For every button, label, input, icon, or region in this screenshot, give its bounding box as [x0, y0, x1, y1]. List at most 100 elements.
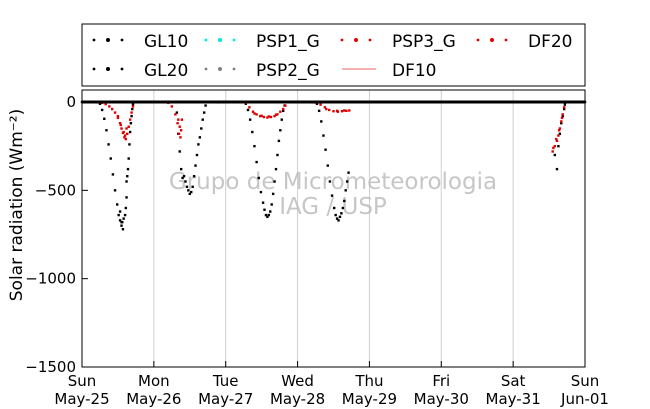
data-point — [255, 160, 258, 164]
data-point — [105, 129, 108, 132]
x-tick-label-day: Sat — [501, 372, 526, 390]
data-point — [180, 118, 184, 121]
data-point — [343, 199, 346, 203]
legend-label: DF10 — [392, 61, 437, 81]
data-point — [125, 196, 128, 199]
data-point — [333, 206, 336, 210]
grid-lines — [153, 90, 514, 367]
data-point — [266, 116, 269, 119]
x-tick-label-date: May-27 — [198, 390, 253, 408]
data-point — [552, 146, 555, 150]
data-point — [274, 113, 278, 116]
data-point — [124, 206, 128, 210]
data-point — [253, 112, 256, 115]
data-point — [266, 215, 269, 219]
legend-dot-marker — [232, 67, 236, 71]
x-tick-label-date: Jun-01 — [560, 390, 609, 408]
data-point — [190, 190, 193, 194]
data-point — [263, 208, 266, 211]
data-point — [551, 150, 554, 153]
legend-dot-marker — [92, 67, 96, 71]
data-point — [279, 129, 282, 132]
data-point — [262, 115, 265, 119]
legend-dot-marker — [120, 38, 124, 42]
data-point — [194, 164, 197, 167]
data-point — [276, 153, 279, 157]
legend-dot-marker — [106, 67, 110, 71]
data-point — [560, 120, 563, 123]
data-point — [201, 118, 204, 121]
data-point — [108, 105, 111, 108]
data-point — [179, 129, 183, 132]
data-point — [267, 115, 271, 118]
data-point — [557, 144, 560, 148]
data-point — [175, 111, 179, 114]
data-point — [251, 110, 255, 113]
data-point — [274, 167, 278, 171]
data-point — [125, 127, 128, 130]
legend-dot-marker — [218, 38, 222, 42]
data-point — [128, 130, 132, 134]
data-point — [202, 111, 206, 114]
data-point — [122, 130, 125, 134]
y-tick-label: −1000 — [25, 270, 76, 288]
data-point — [340, 109, 344, 113]
data-point — [200, 127, 203, 130]
data-point — [118, 210, 122, 213]
data-point — [553, 144, 557, 148]
legend-label: PSP3_G — [392, 32, 456, 52]
data-point — [181, 176, 184, 180]
data-point — [345, 180, 349, 183]
data-point — [317, 109, 321, 113]
legend-label: GL10 — [144, 32, 188, 52]
data-point — [100, 108, 104, 112]
legend-dot-marker — [120, 67, 124, 71]
legend-dot-marker — [204, 67, 208, 71]
data-point — [560, 122, 563, 125]
data-point — [282, 107, 285, 111]
data-point — [270, 203, 273, 206]
y-tick-label: −500 — [35, 181, 76, 199]
data-point — [279, 110, 282, 113]
data-point — [170, 105, 174, 108]
data-point — [248, 118, 252, 121]
x-tick-label-date: May-30 — [414, 390, 469, 408]
data-point — [120, 224, 123, 227]
data-point — [341, 206, 345, 210]
data-point — [248, 106, 251, 109]
data-point — [98, 102, 102, 105]
data-point — [178, 150, 181, 153]
x-tick-label-date: May-26 — [126, 390, 181, 408]
x-tick-label-date: May-29 — [342, 390, 397, 408]
data-point — [261, 201, 265, 204]
legend-dot-marker — [504, 38, 508, 42]
data-point — [177, 132, 181, 135]
data-point — [253, 144, 256, 148]
data-point — [280, 118, 283, 121]
x-tick-label-date: May-31 — [486, 390, 541, 408]
data-point — [192, 175, 196, 178]
data-point — [344, 189, 347, 192]
data-point — [558, 127, 562, 130]
legend-dot-marker — [218, 67, 222, 71]
data-point — [178, 125, 181, 128]
x-tick-label-day: Mon — [138, 372, 170, 390]
data-point — [276, 113, 279, 116]
data-point — [320, 120, 323, 123]
data-point — [323, 106, 327, 109]
data-point — [182, 175, 186, 178]
x-tick-label-day: Sun — [68, 372, 97, 390]
data-point — [121, 228, 125, 231]
data-point — [191, 185, 194, 188]
data-point — [127, 157, 130, 160]
data-point — [560, 116, 564, 120]
data-point — [335, 109, 339, 113]
data-point — [122, 217, 125, 220]
data-point — [326, 164, 329, 167]
data-point — [255, 113, 258, 116]
data-point — [267, 213, 271, 217]
data-point — [319, 103, 322, 106]
data-point — [282, 109, 285, 113]
legend-box — [81, 23, 586, 87]
legend-label: PSP1_G — [256, 32, 320, 52]
